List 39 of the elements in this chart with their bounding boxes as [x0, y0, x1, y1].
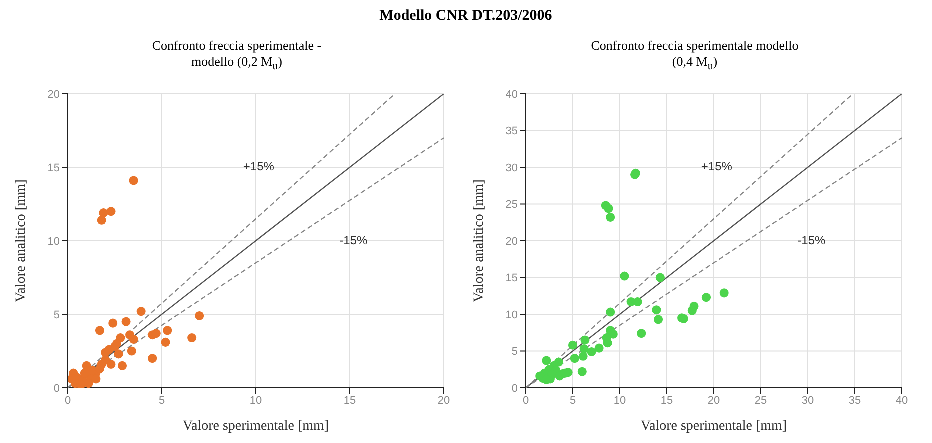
x-axis-title: Valore sperimentale [mm]	[640, 419, 788, 434]
y-tick-label: 15	[506, 272, 518, 285]
chart-subtitle: Confronto freccia sperimentale - modello (0,2 M$_{u}$)	[151, 38, 323, 75]
y-tick-label: 30	[506, 162, 518, 174]
annotation: -15%	[798, 233, 826, 248]
x-tick-label: 10	[614, 394, 626, 407]
y-axis-title: Valore analitico [mm]	[472, 180, 487, 302]
x-tick-label: 5	[570, 394, 576, 407]
x-tick-label: 10	[250, 394, 262, 407]
x-tick-label: 25	[754, 394, 768, 407]
annotation: +15%	[701, 159, 733, 174]
x-tick-label: 20	[438, 394, 450, 407]
x-tick-label: 5	[158, 394, 166, 407]
y-tick-label: 10	[506, 309, 518, 322]
y-tick-label: 0	[54, 382, 60, 395]
x-axis-title: Valore sperimentale [mm]	[182, 419, 330, 434]
x-tick-label: 15	[660, 394, 674, 407]
y-tick-label: 5	[54, 309, 60, 322]
y-tick-label: 5	[512, 346, 518, 358]
y-tick-label: 10	[48, 236, 60, 248]
x-tick-label: 0	[64, 394, 72, 407]
x-tick-label: 40	[896, 394, 908, 407]
y-tick-label: 35	[506, 126, 518, 138]
y-tick-label: 15	[48, 162, 60, 174]
x-tick-label: 20	[708, 394, 720, 407]
annotation: -15%	[340, 233, 368, 248]
y-axis-title: Valore analitico [mm]	[14, 180, 29, 302]
y-tick-label: 40	[506, 88, 518, 101]
x-tick-label: 15	[344, 394, 356, 407]
y-tick-label: 25	[506, 199, 518, 212]
x-tick-label: 30	[802, 394, 814, 407]
y-tick-label: 20	[506, 236, 518, 248]
y-tick-label: 0	[512, 382, 518, 395]
y-tick-label: 20	[48, 88, 60, 101]
annotation: +15%	[243, 159, 275, 174]
chart-title: Modello CNR DT.203/2006	[378, 8, 554, 25]
chart-subtitle: Confronto freccia sperimentale modello (0,4 M$_{u}$)	[590, 38, 800, 75]
x-tick-label: 35	[848, 394, 862, 407]
x-tick-label: 0	[522, 394, 530, 407]
